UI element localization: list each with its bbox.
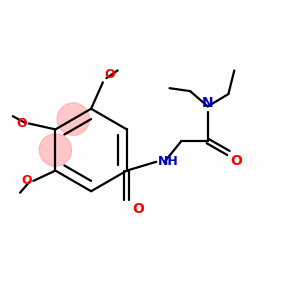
Text: O: O — [104, 68, 115, 81]
Circle shape — [39, 134, 72, 166]
Text: N: N — [202, 96, 214, 110]
Text: NH: NH — [158, 155, 178, 168]
Circle shape — [57, 103, 89, 135]
Text: O: O — [230, 154, 242, 168]
Text: O: O — [21, 174, 32, 188]
Text: O: O — [132, 202, 144, 215]
Text: O: O — [17, 117, 27, 130]
